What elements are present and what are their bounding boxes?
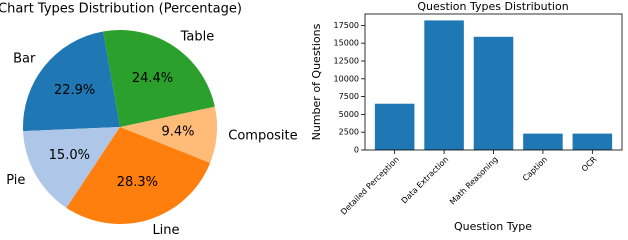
slice-value-label: 28.3% xyxy=(117,175,158,190)
slice-value-label: 15.0% xyxy=(49,148,90,163)
x-tick-label: Math Reasoning xyxy=(448,155,500,207)
bar xyxy=(473,36,514,150)
pie-slice xyxy=(103,30,215,128)
slice-category-label: Composite xyxy=(228,129,297,144)
slice-category-label: Bar xyxy=(13,51,36,66)
y-tick-label: 17500 xyxy=(334,21,359,30)
chart: Chart Types Distribution (Percentage) Qu… xyxy=(0,0,623,234)
bar-title: Question Types Distribution xyxy=(417,0,568,13)
y-axis-label: Number of Questions xyxy=(310,23,323,140)
x-tick-label: Detailed Perception xyxy=(339,155,401,217)
bar xyxy=(374,103,415,150)
slice-value-label: 24.4% xyxy=(132,71,173,86)
x-tick-label: Caption xyxy=(521,155,549,183)
slice-value-label: 22.9% xyxy=(54,83,95,98)
slice-category-label: Pie xyxy=(6,173,25,188)
pie-slice xyxy=(23,127,120,208)
bar xyxy=(424,20,464,151)
y-tick-label: 12500 xyxy=(334,56,359,65)
pie-title: Chart Types Distribution (Percentage) xyxy=(0,2,242,17)
y-tick-label: 2500 xyxy=(339,128,359,137)
x-tick-label: OCR xyxy=(580,155,599,174)
y-tick-label: 5000 xyxy=(339,110,359,119)
bar xyxy=(523,133,563,150)
y-tick-label: 10000 xyxy=(334,74,359,83)
slice-category-label: Table xyxy=(180,29,215,44)
x-tick-label: Data Extraction xyxy=(400,155,451,206)
x-axis-label: Question Type xyxy=(454,220,532,233)
axes-frame xyxy=(364,13,623,151)
y-tick-label: 7500 xyxy=(339,92,359,101)
slice-value-label: 9.4% xyxy=(161,124,194,139)
pie-slice xyxy=(23,31,120,132)
y-tick-label: 15000 xyxy=(334,39,359,48)
pie-slice xyxy=(120,106,217,163)
slice-category-label: Line xyxy=(152,223,179,234)
pie-slice xyxy=(66,127,211,225)
y-tick-label: 0 xyxy=(354,146,359,155)
bar xyxy=(572,133,613,150)
